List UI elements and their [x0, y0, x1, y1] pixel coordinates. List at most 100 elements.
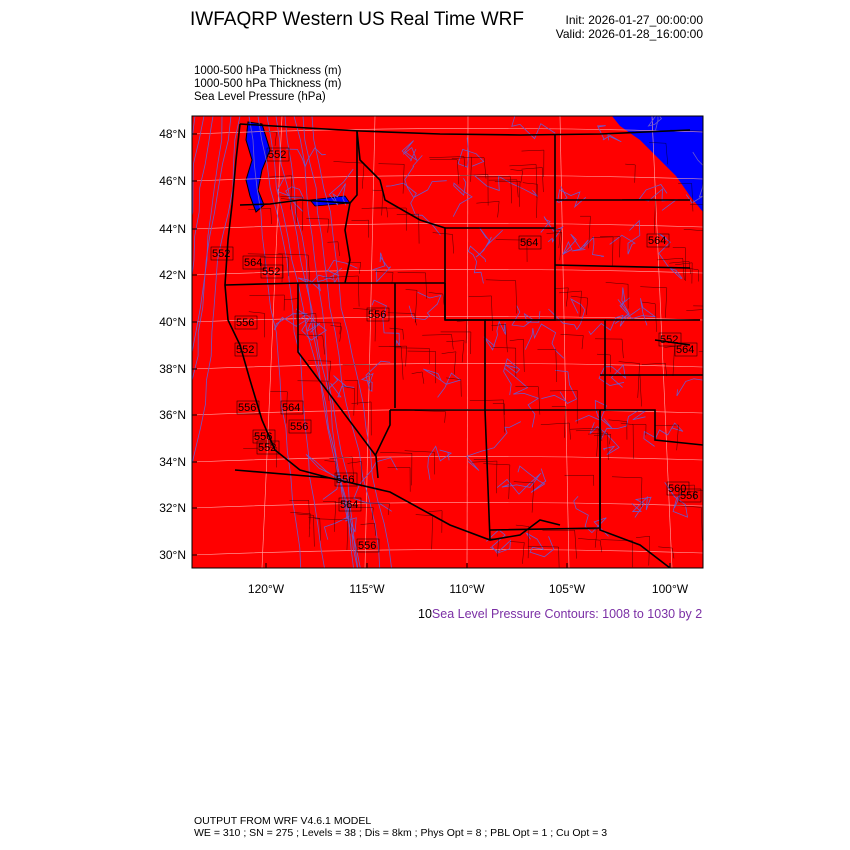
county-line [248, 208, 272, 225]
slp-contour-line [525, 532, 555, 558]
contour-label: 556 [254, 431, 272, 443]
county-line [560, 334, 584, 350]
county-line [302, 313, 318, 340]
county-line [515, 524, 530, 559]
slp-contour-line [311, 116, 392, 568]
county-line [486, 538, 499, 557]
contour-label-box [252, 429, 276, 444]
county-line [429, 156, 466, 167]
contour-label: 556 [236, 317, 254, 329]
init-valid-times: Init: 2026-01-27_00:00:00 Valid: 2026-01… [556, 13, 703, 41]
slp-contour-line [548, 298, 586, 331]
county-line [476, 176, 513, 204]
slp-contour-line [589, 422, 620, 456]
county-line [600, 236, 614, 266]
county-line [509, 164, 538, 199]
slp-contour-line [517, 465, 547, 493]
county-line [558, 290, 582, 317]
county-line [522, 182, 538, 218]
slp-contour-line [323, 506, 357, 540]
slp-contour-line [192, 116, 232, 384]
slp-contour-line [285, 147, 326, 169]
county-line [492, 347, 517, 378]
field-thickness-2: 1000-500 hPa Thickness (m) [194, 78, 342, 90]
county-line [422, 334, 454, 350]
county-line [595, 338, 624, 359]
county-line [592, 236, 621, 258]
county-line [404, 450, 435, 475]
county-line [278, 253, 311, 281]
county-line [510, 169, 524, 183]
slp-contour-line [503, 358, 521, 396]
slp-contour-line [427, 445, 453, 480]
county-line [672, 247, 686, 281]
contour-label-box [288, 419, 312, 434]
county-line [297, 334, 325, 355]
county-line [678, 182, 694, 212]
county-line [280, 196, 304, 231]
slp-contour-line [474, 175, 539, 197]
slp-contour-line [588, 308, 641, 336]
contour-label: 552 [212, 248, 230, 260]
contour-label: 564 [244, 257, 262, 269]
county-line [380, 452, 413, 486]
county-line [687, 267, 699, 282]
county-line [249, 294, 285, 311]
county-line [566, 528, 598, 548]
slp-contour-line [475, 227, 503, 258]
county-line [289, 499, 311, 529]
contour-label: 552 [660, 334, 678, 346]
contour-label-box [256, 440, 280, 455]
county-line [297, 380, 330, 402]
contour-info: 10Sea Level Pressure Contours: 1008 to 1… [418, 607, 702, 621]
lat-label: 32°N [159, 501, 186, 515]
county-line [396, 213, 420, 244]
contour-label-box [242, 255, 266, 270]
county-line [395, 347, 430, 365]
contour-label: 552 [262, 266, 280, 278]
field-list: 1000-500 hPa Thickness (m) 1000-500 hPa … [194, 65, 341, 104]
contour-label-box [210, 246, 234, 261]
county-line [441, 351, 457, 375]
county-line [330, 325, 342, 342]
slp-contour-line [452, 178, 473, 217]
county-line [387, 312, 417, 326]
county-line [347, 262, 361, 274]
contour-label: 556 [290, 421, 308, 433]
county-line [342, 364, 371, 391]
slp-contour-line [486, 529, 511, 554]
contour-label-box [260, 264, 284, 279]
init-time: Init: 2026-01-27_00:00:00 [565, 13, 703, 27]
slp-contour-line [328, 375, 355, 398]
county-line [296, 513, 315, 547]
county-line [554, 287, 569, 307]
county-line [327, 241, 340, 257]
lat-label: 40°N [159, 315, 186, 329]
county-line [564, 474, 595, 486]
county-line [690, 204, 703, 205]
contour-label-box [666, 481, 690, 496]
slp-contour-line [457, 137, 485, 168]
contour-label-box [234, 342, 258, 357]
contour-label: 564 [676, 344, 694, 356]
lat-label: 46°N [159, 174, 186, 188]
slp-contour-line [496, 473, 542, 495]
county-line [432, 232, 454, 254]
contour-label: 556 [336, 474, 354, 486]
valid-time: Valid: 2026-01-28_16:00:00 [555, 27, 703, 41]
county-line [459, 174, 489, 206]
contour-label-box [678, 488, 702, 503]
county-line [446, 377, 462, 397]
county-line [324, 275, 360, 307]
slp-contour-line [600, 409, 646, 440]
contour-label: 564 [648, 235, 666, 247]
county-line [378, 345, 407, 367]
county-line [530, 227, 561, 249]
contour-label: 564 [340, 499, 358, 511]
county-line [618, 361, 640, 398]
county-line [578, 538, 603, 553]
county-line [641, 362, 667, 377]
contour-label-box [236, 400, 260, 415]
county-line [521, 149, 545, 177]
